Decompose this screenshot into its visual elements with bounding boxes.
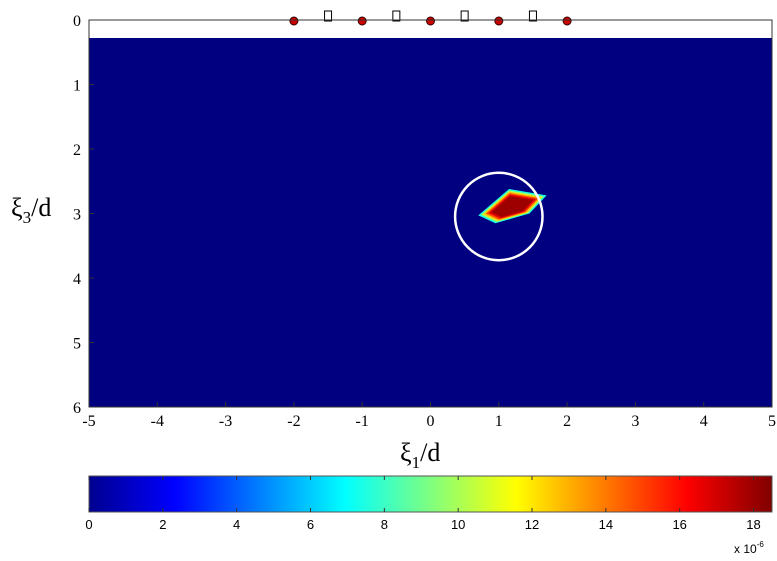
x-tick-label: 3 bbox=[631, 413, 639, 430]
x-tick-label: 2 bbox=[563, 413, 571, 430]
axis-labels: ξ1/d ξ3/d bbox=[11, 193, 440, 472]
colorbar-tick-label: 16 bbox=[672, 517, 686, 532]
y-tick-label: 3 bbox=[73, 207, 81, 224]
heatmap-field bbox=[89, 38, 772, 407]
sensor-source-1 bbox=[392, 10, 401, 22]
colorbar-tick-label: 0 bbox=[85, 517, 92, 532]
colorbar-tick-label: 18 bbox=[746, 517, 760, 532]
colorbar-tick-label: 10 bbox=[451, 517, 465, 532]
sensor-receiver-4 bbox=[562, 16, 572, 26]
colorbar-ticks: 0 2 4 6 8 10 12 14 16 18 bbox=[85, 476, 761, 532]
sensor-receiver-1 bbox=[357, 16, 367, 26]
x-tick-label: 5 bbox=[768, 413, 776, 430]
sensor-array bbox=[289, 10, 572, 26]
colorbar-tick-label: 2 bbox=[159, 517, 166, 532]
y-axis-label: ξ3/d bbox=[11, 193, 51, 227]
colorbar-tick-label: 4 bbox=[233, 517, 240, 532]
colorbar-tick-label: 14 bbox=[599, 517, 613, 532]
sensor-source-0 bbox=[324, 10, 333, 22]
y-tick-label: 5 bbox=[73, 336, 81, 353]
x-tick-label: 1 bbox=[495, 413, 503, 430]
x-axis-label: ξ1/d bbox=[400, 438, 440, 472]
sensor-source-3 bbox=[528, 10, 537, 22]
y-tick-label: 6 bbox=[73, 400, 81, 417]
colorbar-tick-label: 8 bbox=[381, 517, 388, 532]
sensor-receiver-3 bbox=[494, 16, 504, 26]
colorbar-tick-label: 12 bbox=[525, 517, 539, 532]
colorbar-multiplier: x 10-6 bbox=[734, 540, 764, 556]
blob-contour-5 bbox=[491, 196, 534, 218]
x-tick-label: -2 bbox=[287, 413, 300, 430]
x-tick-label: -5 bbox=[82, 413, 95, 430]
sensor-receiver-2 bbox=[426, 16, 435, 26]
sensor-receiver-0 bbox=[289, 16, 299, 26]
x-tick-label: -3 bbox=[219, 413, 232, 430]
axes: -5 -4 -3 -2 -1 0 1 2 3 4 5 0 1 2 3 4 5 6 bbox=[73, 13, 776, 430]
x-tick-label: 0 bbox=[427, 413, 435, 430]
sensor-source-2 bbox=[460, 10, 469, 22]
colorbar: 0 2 4 6 8 10 12 14 16 18 x 10-6 bbox=[85, 475, 773, 556]
x-tick-label: -4 bbox=[151, 413, 164, 430]
y-tick-label: 4 bbox=[73, 271, 81, 288]
x-tick-label: 4 bbox=[700, 413, 708, 430]
colorbar-gradient bbox=[88, 475, 773, 513]
true-target-circle bbox=[453, 171, 544, 262]
heatmap-plot bbox=[88, 19, 773, 408]
y-tick-label: 0 bbox=[73, 13, 81, 30]
y-tick-label: 1 bbox=[73, 78, 81, 95]
x-tick-label: -1 bbox=[356, 413, 369, 430]
y-tick-label: 2 bbox=[73, 142, 81, 159]
colorbar-tick-label: 6 bbox=[307, 517, 314, 532]
